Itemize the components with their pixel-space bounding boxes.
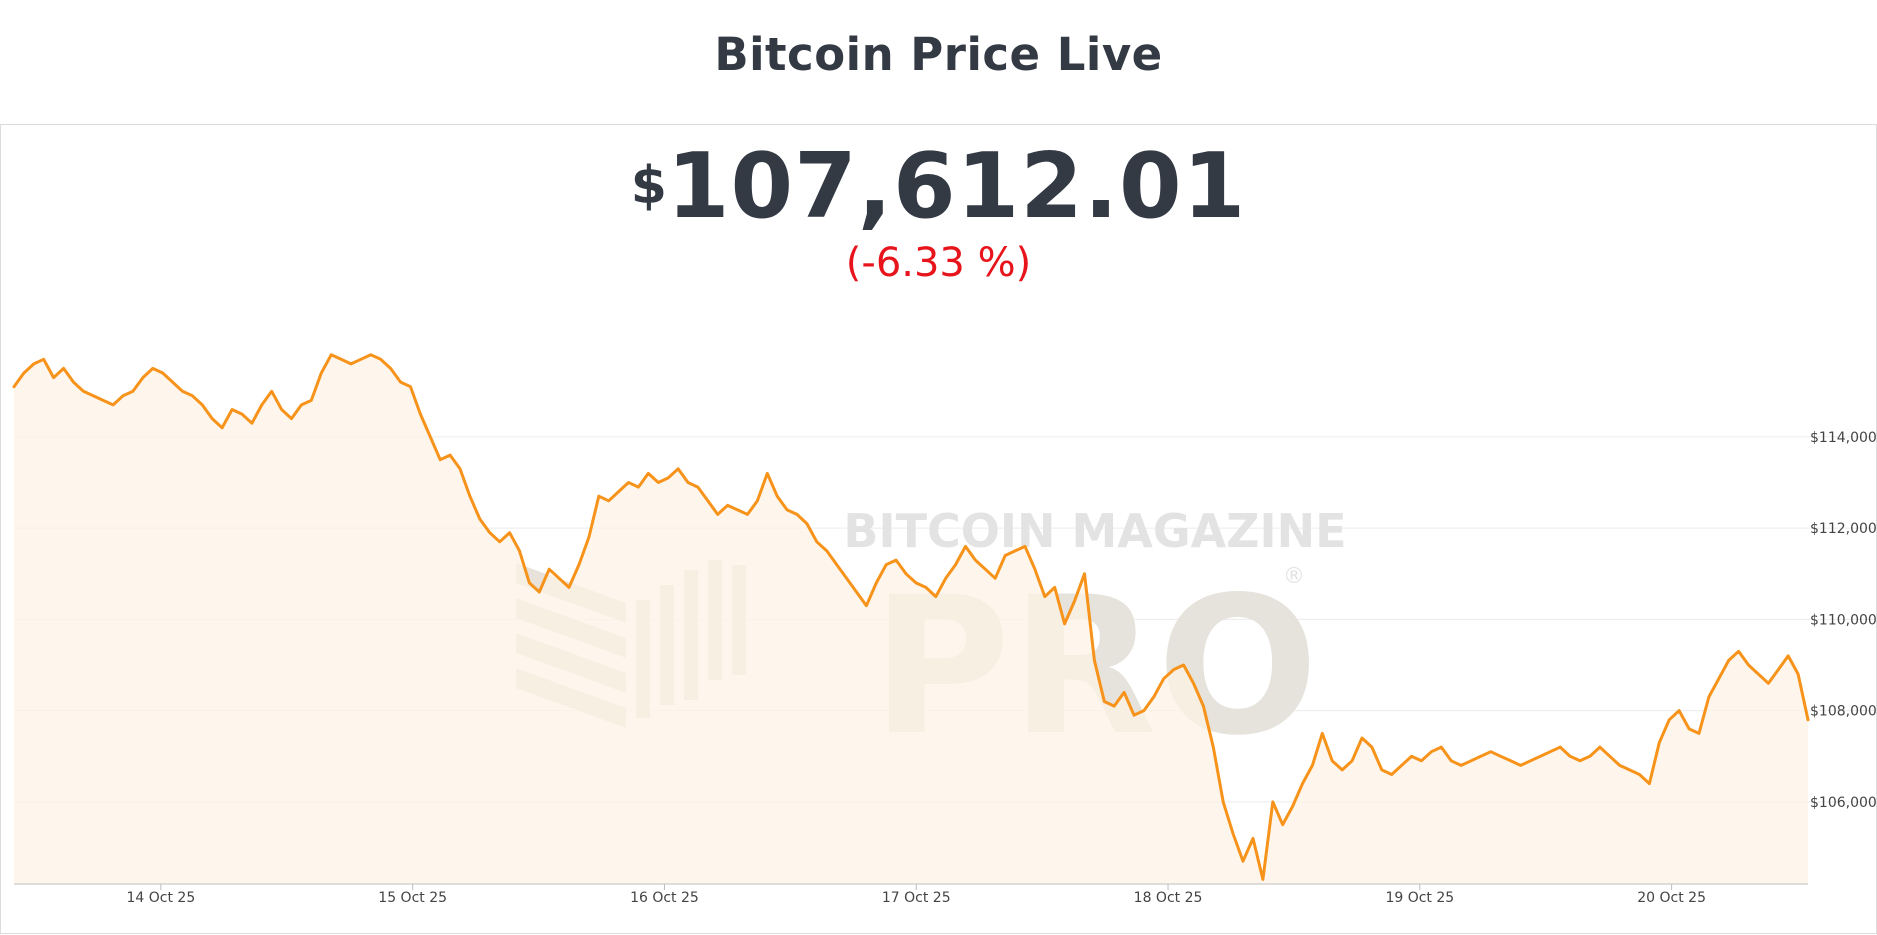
x-tick-label: 20 Oct 25 xyxy=(1637,890,1706,906)
series-layer xyxy=(12,353,1810,884)
x-tick-label: 17 Oct 25 xyxy=(882,890,951,906)
y-tick-label: $110,000 xyxy=(1810,612,1877,628)
y-tick-label: $106,000 xyxy=(1810,795,1877,811)
watermark-brand-text: BITCOIN MAGAZINE xyxy=(843,504,1346,558)
x-tick-label: 15 Oct 25 xyxy=(378,890,447,906)
x-tick-label: 18 Oct 25 xyxy=(1134,890,1203,906)
price-area xyxy=(14,354,1808,884)
y-tick-label: $112,000 xyxy=(1810,521,1877,537)
x-axis-ticks: 14 Oct 25 15 Oct 25 16 Oct 25 17 Oct 25 18 O… xyxy=(127,884,1706,906)
x-tick-label: 14 Oct 25 xyxy=(127,890,196,906)
x-tick-label: 19 Oct 25 xyxy=(1385,890,1454,906)
current-price: 107,612.01 xyxy=(666,134,1247,239)
currency-symbol: $ xyxy=(630,156,667,216)
y-tick-label: $114,000 xyxy=(1810,430,1877,446)
registered-mark: ® xyxy=(1283,564,1305,589)
y-tick-label: $108,000 xyxy=(1810,704,1877,720)
y-axis-ticks: $106,000 $108,000 $110,000 $112,000 $114,000 xyxy=(1810,430,1877,811)
price-change: (-6.33 %) xyxy=(845,240,1032,286)
price-display: $107,612.01 (-6.33 %) xyxy=(0,142,1877,287)
page-title: Bitcoin Price Live xyxy=(714,28,1163,81)
price-line xyxy=(12,353,1810,881)
x-tick-label: 16 Oct 25 xyxy=(630,890,699,906)
